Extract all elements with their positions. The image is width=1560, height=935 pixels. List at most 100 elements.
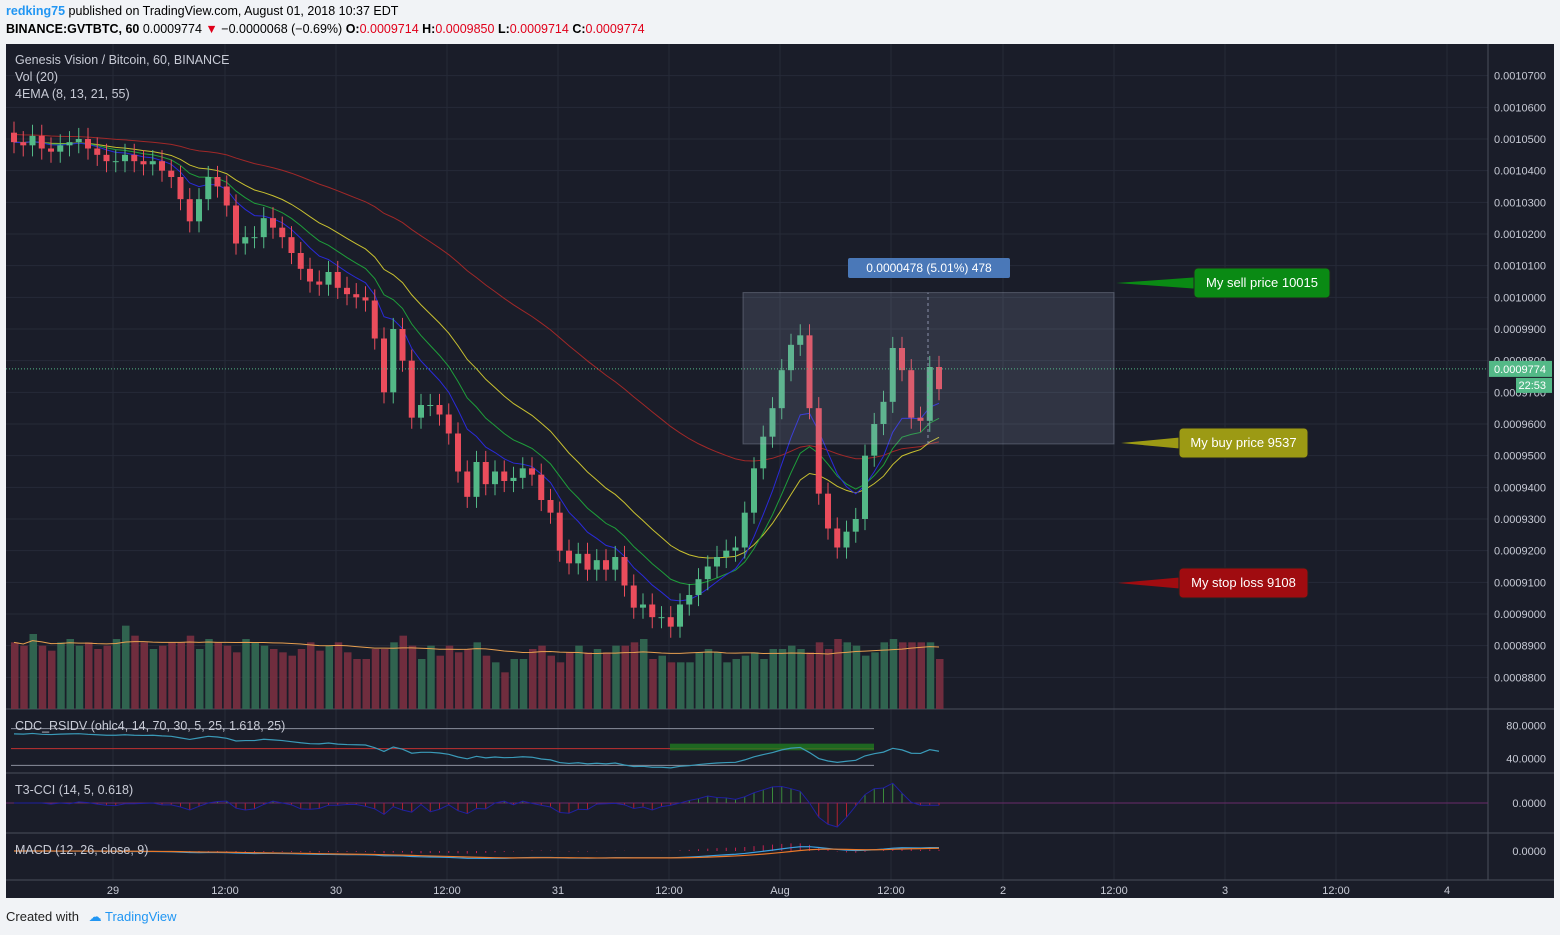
volume-bar [85,642,93,709]
close-label: C: [572,22,586,36]
cci-line [14,782,939,828]
volume-bar [11,642,19,709]
volume-bar [871,652,879,709]
volume-bar [723,662,731,709]
author-link[interactable]: redking75 [6,4,66,18]
candle-body [297,253,304,269]
volume-bar [492,662,500,709]
time-tick-label: 12:00 [433,885,461,897]
time-tick-label: 2 [1000,885,1006,897]
volume-bar [677,662,685,709]
candle-body [455,433,461,472]
last-price-tag-bg [1489,360,1552,377]
candle-body [917,417,924,421]
chart-container[interactable]: 0.0000478 (5.01%) 478 My sell price 10015… [6,44,1554,898]
candle-body [649,604,656,618]
price-tick-label: 0.0010200 [1494,229,1546,241]
candle-body [880,401,887,424]
volume-bar [889,639,898,709]
volume-bar [168,642,176,709]
volume-bar [843,642,851,709]
candle-body [381,338,387,393]
candle-body [889,348,896,402]
candle-body [140,161,147,165]
publish-info: redking75 published on TradingView.com, … [6,4,398,18]
price-tick-label: 0.0010400 [1494,166,1546,178]
candle-body [29,135,36,146]
candle-body [871,424,878,456]
volume-bar [66,639,74,709]
volume-bar [233,652,241,709]
volume-bar [640,639,648,709]
candle-body [186,199,193,222]
candle-body [612,557,619,570]
volume-bar [408,645,417,709]
volume-bar [334,642,343,709]
volume-bar [112,639,121,709]
volume-bar [658,655,666,709]
time-tick-label: 31 [552,885,564,897]
countdown-label: 22:53 [1518,380,1546,392]
volume-bar [667,662,676,709]
last-price: 0.0009774 [142,22,202,36]
candle-body [399,329,406,361]
candle-body [177,177,184,200]
footer: Created with ☁ TradingView [6,909,177,925]
tradingview-logo[interactable]: ☁ TradingView [88,909,177,924]
volume-bar [788,645,796,709]
volume-bar [427,645,435,709]
volume-bar [575,645,583,709]
price-tick-label: 0.0009600 [1494,419,1546,431]
candle-body [815,408,822,494]
candle-body [769,408,776,437]
candle-body [418,405,424,418]
volume-bar [806,652,814,709]
candle-body [603,560,609,570]
candle-body [834,528,841,548]
volume-bar [862,655,870,709]
time-tick-label: 3 [1222,885,1228,897]
volume-bar [131,635,139,709]
measure-label: 0.0000478 (5.01%) 478 [866,261,992,275]
volume-bar [242,639,250,709]
volume-bar [455,652,463,709]
candle-body [575,553,582,564]
candle-body [473,462,480,497]
volume-bar [445,645,454,709]
candle-body [714,557,720,567]
candle-body [686,595,693,605]
candle-body [640,604,646,608]
volume-bar [371,649,380,709]
ema-21-line [13,141,940,559]
volume-bar [778,649,787,709]
candle-body [547,500,554,513]
volume-bar [714,652,722,709]
chart-svg[interactable]: 0.0000478 (5.01%) 478 My sell price 10015… [6,44,1554,898]
buy-callout-text: My buy price 9537 [1190,435,1296,450]
volume-bar [834,639,842,709]
volume-bar [48,650,56,709]
candle-body [843,531,850,548]
candle-body [233,205,239,244]
candle-body [538,474,545,500]
time-tick-label: 12:00 [211,885,239,897]
volume-bar [436,655,444,709]
price-tick-label: 0.0010600 [1494,102,1546,114]
volume-bar [196,649,204,709]
volume-bar [38,645,47,709]
price-tick-label: 0.0010500 [1494,134,1546,146]
candle-body [621,557,628,586]
candle-body [362,297,369,301]
candle-body [344,287,350,295]
candle-body [778,370,785,409]
volume-bar [362,659,370,709]
volume-bar [122,625,130,709]
candle-body [492,471,498,485]
created-with-text: Created with [6,909,79,924]
rsi-tick-label: 40.0000 [1506,754,1546,766]
volume-bar [279,652,287,709]
volume-bar [297,649,306,709]
symbol-info: BINANCE:GVTBTC, 60 0.0009774 ▼ −0.000006… [6,22,645,36]
candle-body [325,272,332,285]
price-tick-label: 0.0008800 [1494,672,1546,684]
